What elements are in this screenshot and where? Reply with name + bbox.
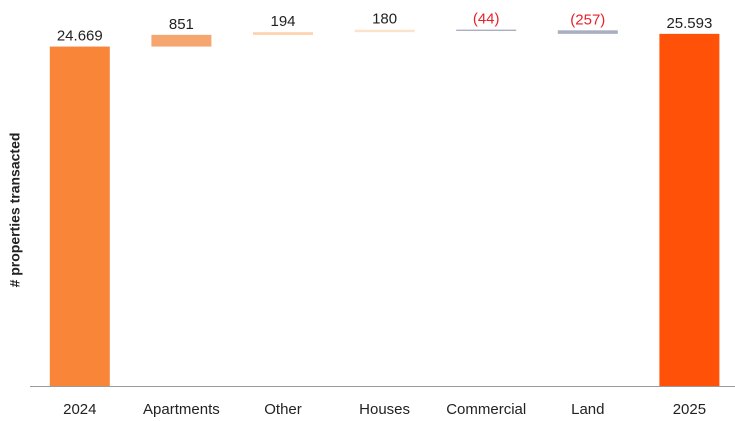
x-tick-label: Houses — [359, 401, 410, 418]
bar — [354, 29, 415, 33]
x-tick-label: Other — [264, 401, 302, 418]
bar — [456, 29, 517, 31]
data-label: 851 — [169, 16, 194, 33]
bar — [151, 34, 212, 47]
data-label: 25.593 — [666, 15, 712, 32]
bar — [659, 33, 720, 386]
x-tick-label: Apartments — [143, 401, 220, 418]
x-tick-label: Land — [571, 401, 604, 418]
x-tick-label: Commercial — [446, 401, 526, 418]
data-label: (257) — [570, 11, 605, 28]
bar — [253, 32, 313, 35]
y-axis-label: # properties transacted — [7, 133, 23, 288]
x-tick-label: 2024 — [63, 401, 96, 418]
x-tick-label: 2025 — [673, 401, 706, 418]
bar — [49, 46, 110, 386]
data-label: 180 — [372, 11, 397, 28]
data-label: (44) — [473, 11, 500, 28]
data-label: 194 — [270, 13, 295, 30]
data-label: 24.669 — [57, 28, 103, 45]
bar — [557, 30, 618, 34]
